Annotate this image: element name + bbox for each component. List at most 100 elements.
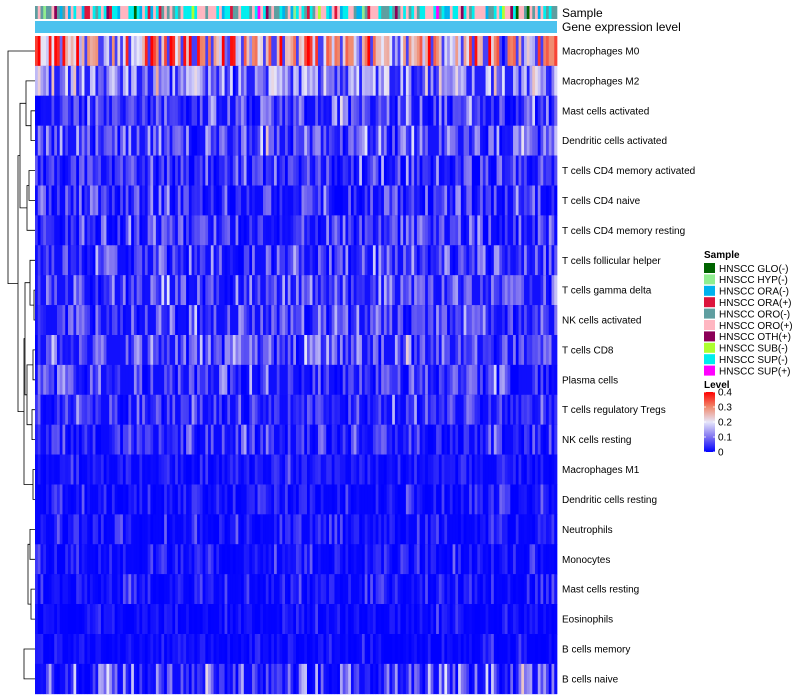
- heatmap-cell: [76, 65, 80, 97]
- heatmap-cell: [249, 394, 253, 425]
- heatmap-cell: [331, 424, 335, 455]
- heatmap-cell: [543, 544, 547, 575]
- heatmap-cell: [224, 275, 228, 306]
- heatmap-cell: [513, 245, 517, 276]
- heatmap-cell: [35, 305, 39, 336]
- heatmap-cell: [40, 95, 44, 126]
- heatmap-cell: [540, 335, 544, 366]
- heatmap-cell: [95, 335, 99, 366]
- heatmap-cell: [515, 335, 519, 366]
- heatmap-cell: [227, 95, 231, 126]
- heatmap-cell: [427, 215, 431, 246]
- heatmap-cell: [296, 634, 300, 665]
- heatmap-cell: [411, 335, 415, 366]
- row-label: T cells CD4 memory activated: [562, 166, 695, 177]
- sample-annotation-cell: [81, 6, 85, 19]
- heatmap-cell: [535, 215, 539, 246]
- heatmap-cell: [254, 335, 258, 366]
- heatmap-cell: [317, 424, 322, 455]
- heatmap-cell: [502, 514, 506, 545]
- heatmap-cell: [199, 245, 203, 276]
- heatmap-cell: [213, 245, 217, 276]
- heatmap-cell: [161, 394, 165, 425]
- heatmap-cell: [444, 95, 448, 126]
- heatmap-cell: [359, 305, 363, 336]
- heatmap-cell: [460, 364, 464, 396]
- heatmap-cell: [219, 514, 223, 545]
- heatmap-cell: [161, 364, 165, 396]
- heatmap-cell: [271, 95, 275, 126]
- heatmap-cell: [339, 574, 344, 605]
- heatmap-cell: [532, 364, 536, 396]
- heatmap-cell: [290, 663, 294, 695]
- heatmap-cell: [109, 215, 113, 246]
- heatmap-cell: [186, 335, 190, 366]
- heatmap-cell: [394, 424, 399, 455]
- heatmap-cell: [142, 185, 146, 216]
- heatmap-cell: [515, 514, 519, 545]
- heatmap-cell: [389, 484, 393, 515]
- heatmap-cell: [345, 245, 349, 276]
- heatmap-cell: [54, 185, 58, 216]
- heatmap-cell: [372, 275, 377, 306]
- heatmap-cell: [296, 95, 300, 126]
- heatmap-cell: [296, 185, 300, 216]
- heatmap-cell: [361, 275, 366, 306]
- heatmap-cell: [73, 663, 77, 695]
- heatmap-cell: [466, 424, 470, 455]
- heatmap-cell: [150, 275, 154, 306]
- heatmap-cell: [276, 424, 280, 455]
- heatmap-cell: [433, 95, 437, 126]
- heatmap-cell: [392, 95, 396, 126]
- heatmap-cell: [447, 335, 451, 366]
- heatmap-cell: [504, 394, 508, 425]
- heatmap-cell: [271, 634, 275, 665]
- heatmap-cell: [131, 275, 135, 306]
- heatmap-cell: [378, 634, 382, 665]
- heatmap-cell: [375, 155, 379, 186]
- heatmap-cell: [348, 544, 352, 575]
- heatmap-cell: [546, 604, 550, 635]
- heatmap-cell: [210, 364, 214, 396]
- heatmap-cell: [353, 484, 357, 515]
- heatmap-cell: [122, 155, 127, 186]
- heatmap-cell: [532, 484, 536, 515]
- heatmap-cell: [364, 215, 368, 246]
- heatmap-cell: [139, 454, 143, 485]
- heatmap-cell: [62, 155, 66, 186]
- heatmap-cell: [92, 604, 96, 635]
- heatmap-cell: [177, 394, 181, 425]
- heatmap-cell: [372, 36, 377, 67]
- heatmap-cell: [219, 305, 223, 336]
- heatmap-cell: [117, 574, 121, 605]
- heatmap-cell: [194, 604, 198, 635]
- heatmap-cell: [526, 65, 530, 97]
- heatmap-cell: [232, 663, 236, 695]
- heatmap-cell: [323, 663, 327, 695]
- heatmap-cell: [471, 574, 475, 605]
- heatmap-cell: [128, 305, 132, 336]
- heatmap-cell: [199, 574, 203, 605]
- heatmap-cell: [216, 275, 220, 306]
- heatmap-cell: [78, 424, 83, 455]
- heatmap-cell: [449, 245, 453, 276]
- sample-annotation-cell: [59, 6, 63, 19]
- heatmap-cell: [249, 245, 253, 276]
- heatmap-cell: [271, 65, 275, 97]
- heatmap-cell: [298, 634, 302, 665]
- heatmap-cell: [188, 604, 192, 635]
- heatmap-cell: [422, 663, 426, 695]
- heatmap-cell: [238, 604, 242, 635]
- heatmap-cell: [180, 65, 184, 97]
- sample-annotation-cell: [513, 6, 517, 19]
- heatmap-cell: [477, 305, 481, 336]
- heatmap-cell: [131, 484, 135, 515]
- heatmap-cell: [356, 305, 360, 336]
- heatmap-cell: [546, 335, 550, 366]
- heatmap-cell: [131, 215, 135, 246]
- heatmap-cell: [323, 65, 327, 97]
- heatmap-cell: [471, 36, 475, 67]
- heatmap-cell: [142, 65, 146, 97]
- heatmap-cell: [381, 335, 385, 366]
